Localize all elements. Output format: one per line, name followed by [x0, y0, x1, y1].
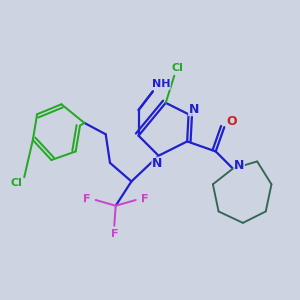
Text: N: N — [152, 157, 162, 170]
Text: NH: NH — [152, 79, 170, 89]
Text: F: F — [140, 194, 148, 204]
Text: F: F — [83, 194, 91, 204]
Text: N: N — [188, 103, 199, 116]
Text: F: F — [110, 229, 118, 239]
Text: N: N — [234, 159, 244, 172]
Text: Cl: Cl — [10, 178, 22, 188]
Text: Cl: Cl — [171, 63, 183, 73]
Text: F: F — [140, 195, 148, 205]
Text: F: F — [110, 229, 118, 239]
Text: O: O — [226, 115, 237, 128]
Text: F: F — [83, 195, 91, 205]
